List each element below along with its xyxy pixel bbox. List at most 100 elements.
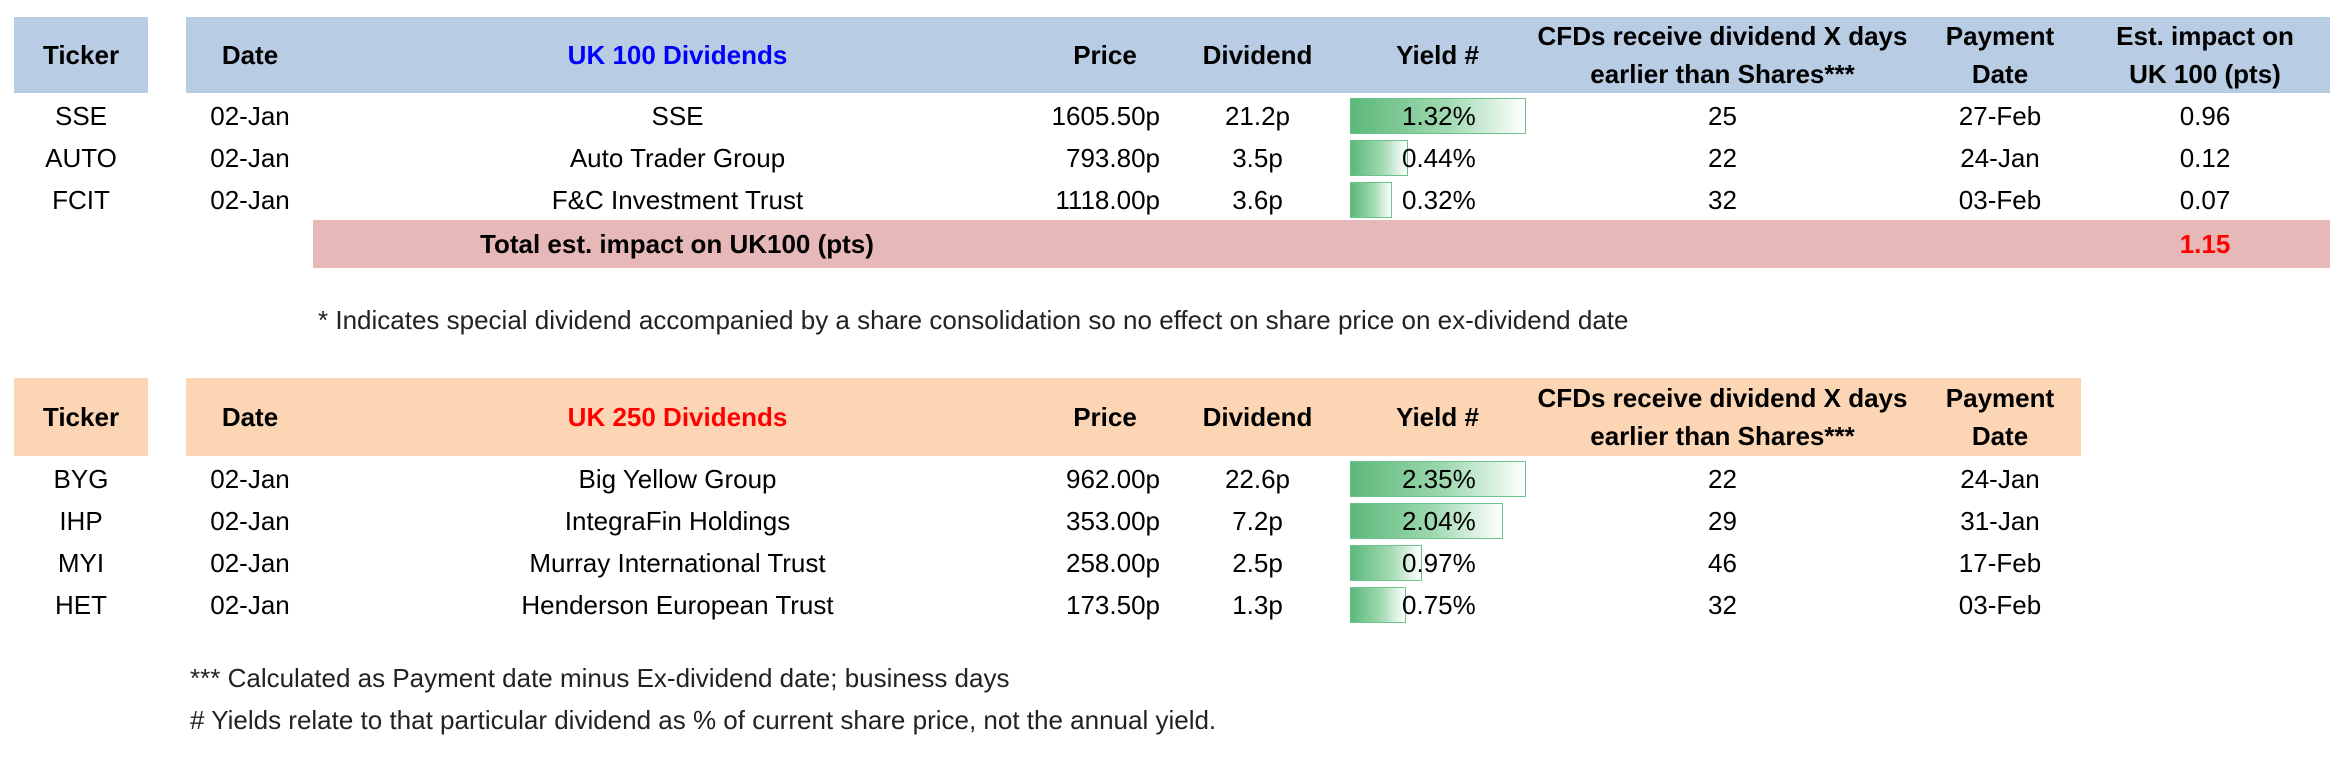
uk100-ticker-header-bg [14,17,148,93]
uk100-total-label: Total est. impact on UK100 (pts) [480,228,874,259]
uk250-row0-payment: 24-Jan [1960,463,2040,494]
uk250-row3-yield-bar [1350,587,1406,623]
footnote-calculation: *** Calculated as Payment date minus Ex-… [190,663,1010,693]
uk100-row2-yield-bar [1350,182,1392,218]
footnote-yield: # Yields relate to that particular divid… [190,705,1217,735]
uk100-cfd-header-line1: CFDs receive dividend X days [1537,21,1908,51]
uk250-row1-yield-bar [1350,503,1503,539]
uk100-yield-header: Yield # [1396,40,1479,70]
uk250-row1-yield: 2.04% [1402,505,1476,536]
uk100-row2-date: 02-Jan [210,184,290,215]
uk250-cfd-header-line2: earlier than Shares*** [1590,421,1855,451]
uk250-row0-name: Big Yellow Group [578,463,777,494]
uk250-row3-ticker: HET [55,589,107,620]
uk250-row3-price: 173.50p [1066,589,1160,620]
uk100-total-row-bg [313,220,2330,268]
uk100-row1-name: Auto Trader Group [569,142,786,173]
uk100-row0-name: SSE [651,100,704,131]
uk250-row3-yield: 0.75% [1402,589,1476,620]
uk250-row1-ticker: IHP [59,505,103,536]
uk250-row3-name: Henderson European Trust [521,589,834,620]
uk100-payment-header: Payment Date [1920,17,2080,93]
uk100-cfd-header-line2: earlier than Shares*** [1590,59,1855,89]
uk100-row1-impact: 0.12 [2179,142,2231,173]
uk250-row2-dividend: 2.5p [1232,547,1283,578]
uk100-row1-dividend: 3.5p [1232,142,1283,173]
uk250-title: UK 250 Dividends [567,402,788,432]
uk250-row2-yield-bar [1350,545,1422,581]
uk250-row0-cfd-days: 22 [1708,463,1737,494]
uk100-row1-cfd-days: 22 [1708,142,1737,173]
uk250-row3-date: 02-Jan [210,589,290,620]
uk250-row2-payment: 17-Feb [1958,547,2042,578]
uk250-row0-yield-bar [1350,461,1526,497]
uk250-payment-header: Payment Date [1920,378,2080,456]
uk100-payment-header-line1: Payment [1945,21,2055,51]
uk250-row3-cfd-days: 32 [1708,589,1737,620]
uk100-row0-date: 02-Jan [210,100,290,131]
uk100-header-bg [186,17,2330,93]
uk250-row1-payment: 31-Jan [1960,505,2040,536]
uk100-row1-price: 793.80p [1066,142,1160,173]
uk100-row2-name: F&C Investment Trust [551,184,804,215]
uk100-impact-header: Est. impact on UK 100 (pts) [2090,17,2320,93]
uk100-row0-impact: 0.96 [2179,100,2231,131]
uk250-payment-header-line2: Date [1971,421,2029,451]
uk100-row2-price: 1118.00p [1055,184,1160,215]
uk250-cfd-header-line1: CFDs receive dividend X days [1537,383,1908,413]
uk250-row3-dividend: 1.3p [1232,589,1283,620]
uk100-date-header: Date [221,40,279,70]
uk100-price-header: Price [1073,40,1137,70]
uk100-row0-ticker: SSE [54,100,108,131]
uk250-row2-yield: 0.97% [1402,547,1476,578]
uk100-row2-impact: 0.07 [2179,184,2231,215]
uk250-header-bg [186,378,2081,456]
uk250-cfd-header: CFDs receive dividend X days earlier tha… [1525,378,1920,456]
uk100-impact-header-line1: Est. impact on [2116,21,2294,51]
uk100-row2-dividend: 3.6p [1232,184,1283,215]
uk250-row1-dividend: 7.2p [1232,505,1283,536]
uk250-row2-ticker: MYI [57,547,105,578]
uk250-date-header: Date [221,402,279,432]
uk250-row2-price: 258.00p [1066,547,1160,578]
uk100-total-value: 1.15 [2179,228,2231,259]
uk250-payment-header-line1: Payment [1945,383,2055,413]
uk250-row1-date: 02-Jan [210,505,290,536]
uk250-price-header: Price [1073,402,1137,432]
uk250-row2-cfd-days: 46 [1708,547,1737,578]
uk100-row0-yield-bar [1350,98,1526,134]
uk250-row1-cfd-days: 29 [1708,505,1737,536]
uk100-row1-yield-bar [1350,140,1408,176]
uk100-row1-yield: 0.44% [1402,142,1476,173]
uk250-row0-price: 962.00p [1066,463,1160,494]
uk100-row0-yield: 1.32% [1402,100,1476,131]
uk100-row1-date: 02-Jan [210,142,290,173]
uk250-row0-dividend: 22.6p [1224,463,1291,494]
uk250-row1-name: IntegraFin Holdings [564,505,791,536]
uk100-row0-dividend: 21.2p [1224,100,1291,131]
uk250-ticker-header-bg [14,378,148,456]
uk250-row3-payment: 03-Feb [1958,589,2042,620]
uk100-row0-price: 1605.50p [1051,100,1160,131]
uk250-ticker-header: Ticker [42,402,120,432]
uk100-title: UK 100 Dividends [567,40,788,70]
uk250-dividend-header: Dividend [1202,402,1313,432]
uk100-dividend-header: Dividend [1202,40,1313,70]
uk100-cfd-header: CFDs receive dividend X days earlier tha… [1525,17,1920,93]
uk250-yield-header: Yield # [1396,402,1479,432]
special-dividend-note: * Indicates special dividend accompanied… [318,305,1629,335]
uk100-row1-ticker: AUTO [45,142,117,173]
uk100-row2-cfd-days: 32 [1708,184,1737,215]
uk250-row1-price: 353.00p [1066,505,1160,536]
uk100-impact-header-line2: UK 100 (pts) [2129,59,2281,89]
uk100-row2-yield: 0.32% [1402,184,1476,215]
uk100-row1-payment: 24-Jan [1960,142,2040,173]
uk100-payment-header-line2: Date [1971,59,2029,89]
uk100-row2-ticker: FCIT [52,184,110,215]
uk250-row2-date: 02-Jan [210,547,290,578]
uk100-row0-payment: 27-Feb [1958,100,2042,131]
uk100-row2-payment: 03-Feb [1958,184,2042,215]
uk100-row0-cfd-days: 25 [1708,100,1737,131]
uk250-row0-date: 02-Jan [210,463,290,494]
uk250-row0-ticker: BYG [53,463,109,494]
